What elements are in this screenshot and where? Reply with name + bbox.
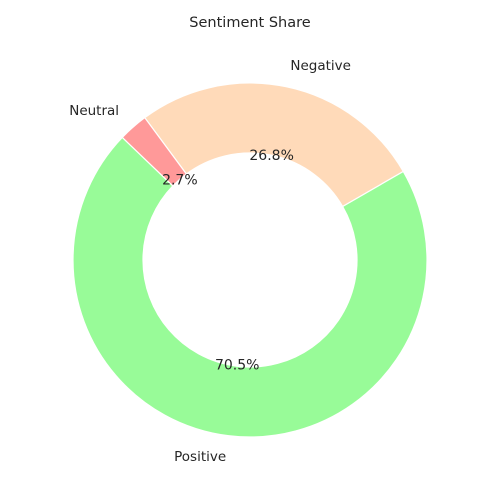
pct-label-positive: 70.5% [215,357,259,373]
slice-negative [143,82,405,208]
slice-label-positive: Positive [174,449,226,465]
slice-label-neutral: Neutral [69,103,119,119]
chart-title: Sentiment Share [189,15,311,31]
labels-layer: Negative 26.8% Neutral 2.7% Positive 70.5% [69,58,351,465]
slice-label-negative: Negative [290,58,351,74]
slice-positive [72,136,428,438]
pct-label-neutral: 2.7% [162,172,198,188]
pct-label-negative: 26.8% [249,148,293,164]
slices-layer [72,82,428,438]
